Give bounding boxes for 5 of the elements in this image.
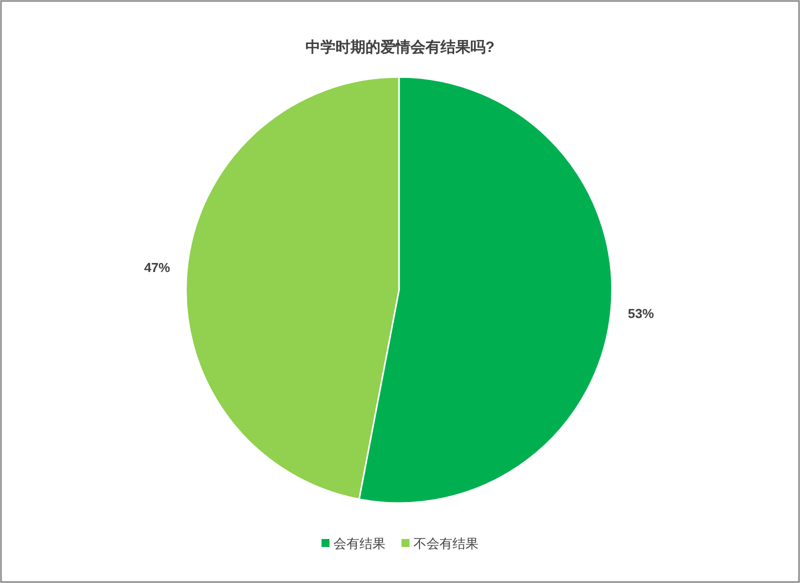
data-label: 47% [144, 260, 171, 276]
legend-label: 不会有结果 [414, 536, 478, 551]
chart-title: 中学时期的爱情会有结果吗? [305, 39, 495, 56]
data-label: 53% [628, 306, 654, 321]
legend-label: 会有结果 [334, 536, 386, 551]
